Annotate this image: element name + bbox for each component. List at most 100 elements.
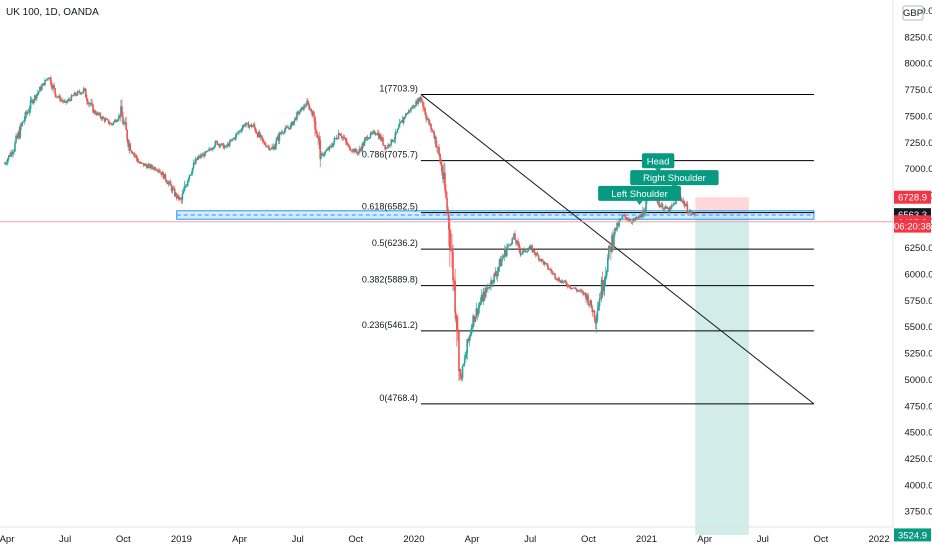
candle-body	[581, 290, 583, 292]
candle-body	[32, 100, 35, 104]
price-tick-label: 7250.0	[904, 138, 932, 149]
candle-body	[83, 88, 86, 90]
candle-body	[145, 164, 147, 166]
trendline-group[interactable]	[420, 94, 815, 405]
candle-body	[246, 122, 249, 124]
candle-body	[642, 210, 644, 217]
candle-body	[480, 294, 483, 303]
candle-body	[414, 106, 416, 108]
candle-body	[470, 328, 473, 335]
candle-body	[112, 121, 115, 125]
candle-body	[99, 113, 102, 118]
candle-body	[447, 209, 449, 216]
candle-body	[403, 117, 406, 118]
candle-body	[290, 121, 293, 125]
candle-body	[621, 215, 624, 219]
candle-body	[91, 102, 93, 105]
candle-body	[375, 134, 378, 135]
trendline[interactable]	[420, 94, 815, 405]
candle-body	[146, 165, 148, 169]
candle-body	[242, 124, 245, 128]
candle-body	[538, 258, 541, 260]
price-axis-tag-text: 06:20:38	[894, 222, 931, 233]
price-tick-label: 5500.0	[904, 322, 932, 333]
candle-body	[232, 138, 234, 140]
candle-body	[555, 278, 557, 280]
candle-body	[531, 246, 534, 252]
candle-body	[274, 145, 277, 150]
candle-body	[184, 186, 187, 187]
candle-body	[19, 125, 22, 138]
time-tick-label: Apr	[697, 534, 712, 545]
candle-body	[535, 253, 538, 256]
candle-body	[88, 103, 90, 105]
candle-body	[375, 134, 377, 135]
candle-body	[48, 78, 50, 80]
candle-body	[294, 117, 296, 121]
candle-body	[297, 111, 300, 114]
candle-body	[334, 138, 337, 139]
candle-body	[17, 132, 19, 139]
candle-body	[571, 287, 574, 289]
candle-body	[247, 122, 250, 128]
candle-body	[152, 167, 154, 170]
candle-body	[620, 218, 623, 220]
candle-body	[175, 193, 177, 197]
candle-body	[373, 131, 376, 135]
currency-badge[interactable]: GBP	[902, 5, 924, 21]
candle-body	[120, 106, 122, 117]
time-axis[interactable]: Apr Jul Oct 2019 Apr Jul Oct 2020 Apr Jul Oct 2021 A…	[0, 534, 890, 545]
candle-body	[206, 150, 208, 153]
candle-body	[324, 151, 326, 155]
candle-body	[575, 289, 578, 291]
time-tick-label: Jul	[292, 534, 304, 545]
candle-body	[493, 273, 495, 283]
candle-body	[464, 358, 466, 360]
candle-body	[142, 163, 145, 166]
candle-body	[369, 132, 372, 138]
candle-body	[500, 259, 503, 267]
candle-body	[34, 95, 37, 99]
price-axis[interactable]: 8500.08250.08000.07750.07500.07250.07000…	[904, 6, 932, 518]
candle-body	[254, 127, 257, 132]
candle-body	[401, 120, 404, 124]
candle-body	[534, 253, 537, 256]
candle-body	[491, 280, 493, 284]
fibonacci-retracement[interactable]: 1(7703.9) 0.786(7075.7) 0.618(6582.5) 0.5(6…	[362, 83, 814, 405]
candle-body	[604, 275, 607, 279]
candle-body	[198, 156, 201, 158]
candle-body	[478, 304, 481, 308]
candle-body	[140, 162, 143, 164]
take-profit-zone[interactable]	[695, 214, 749, 535]
candle-body	[157, 170, 159, 171]
candle-body	[599, 298, 602, 300]
candle-body	[598, 298, 601, 307]
candle-body	[204, 151, 206, 157]
candle-body	[29, 100, 32, 110]
candle-body	[494, 271, 497, 276]
candle-body	[644, 212, 646, 215]
candle-body	[27, 111, 30, 113]
candle-body	[348, 144, 350, 147]
candle-body	[463, 358, 466, 364]
price-axis-tag-bg	[894, 528, 931, 542]
candle-body	[456, 316, 458, 332]
candle-body	[419, 97, 422, 102]
candle-body	[175, 193, 178, 199]
candle-body	[59, 95, 61, 101]
candle-body	[308, 103, 310, 110]
candle-body	[605, 271, 608, 276]
candle-body	[495, 275, 498, 277]
candle-body	[313, 112, 315, 117]
candle-body	[519, 249, 522, 255]
candle-body	[309, 108, 311, 110]
candle-body	[692, 213, 695, 215]
candle-body	[95, 113, 97, 115]
candle-body	[96, 112, 99, 115]
candle-body	[539, 258, 542, 262]
candle-body	[93, 110, 95, 113]
candle-body	[589, 300, 592, 305]
candle-body	[371, 132, 374, 134]
price-tick-label: 6250.0	[904, 243, 932, 254]
